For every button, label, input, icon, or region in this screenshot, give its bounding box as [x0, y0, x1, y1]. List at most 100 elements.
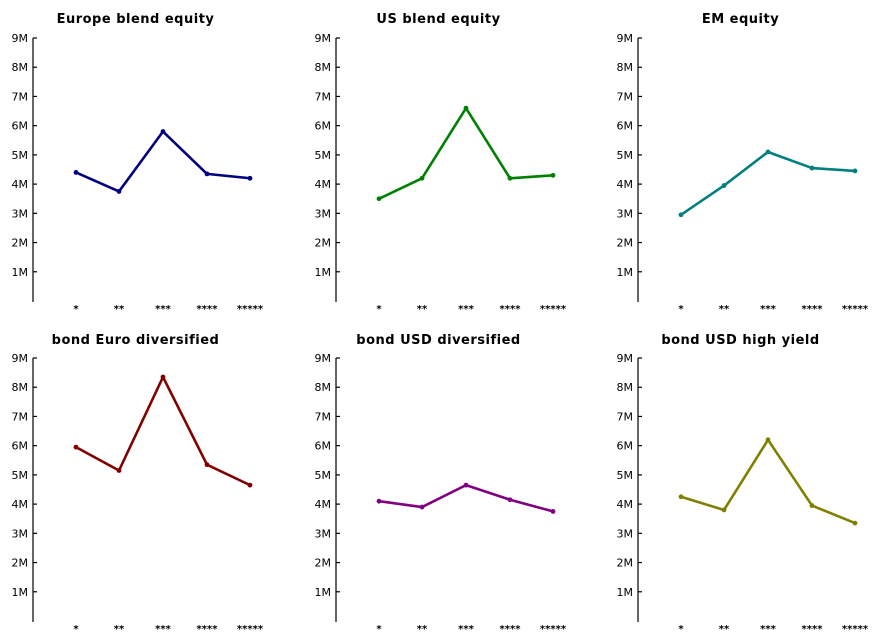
y-tick-label: 6M	[617, 120, 634, 133]
y-tick-label: 8M	[12, 381, 29, 394]
x-tick-label: ***	[458, 624, 474, 632]
y-tick-label: 6M	[617, 440, 634, 453]
data-point	[809, 165, 815, 171]
data-point	[463, 105, 469, 111]
x-tick-label: ***	[458, 304, 474, 315]
y-tick-label: 2M	[12, 557, 29, 570]
panel-title: bond USD diversified	[356, 333, 520, 348]
x-tick-label: ****	[197, 624, 219, 632]
y-tick-label: 8M	[12, 61, 29, 74]
y-tick-label: 9M	[315, 352, 332, 365]
series-line	[680, 150, 856, 216]
y-tick-label: 3M	[12, 207, 29, 220]
chart-panel-4: bond Euro diversified 1M 2M 3M 4M 5M 6M 7M 8M 9M *…	[12, 333, 264, 632]
x-tick-label: **	[417, 304, 428, 315]
data-point	[247, 482, 253, 488]
y-tick-label: 9M	[617, 352, 634, 365]
y-tick-label: 1M	[12, 266, 29, 279]
y-tick-label: 1M	[315, 266, 332, 279]
x-tick-label: *****	[540, 624, 567, 632]
y-tick-label: 7M	[12, 410, 29, 423]
x-tick-label: **	[417, 624, 428, 632]
y-tick-label: 4M	[315, 498, 332, 511]
data-point	[419, 504, 425, 510]
data-point	[809, 503, 815, 508]
x-tick-label: ****	[197, 304, 219, 315]
y-tick-label: 3M	[315, 527, 332, 540]
x-tick-label: ****	[802, 624, 824, 632]
panel-title: EM equity	[702, 12, 779, 27]
panel-title: bond Euro diversified	[52, 333, 220, 348]
y-tick-label: 6M	[315, 120, 332, 133]
y-tick-label: 2M	[617, 557, 634, 570]
y-tick-label: 8M	[617, 381, 634, 394]
data-point	[765, 437, 771, 443]
x-tick-label: **	[719, 304, 730, 315]
data-point	[73, 170, 79, 175]
x-tick-label: **	[114, 304, 125, 315]
y-tick-label: 9M	[12, 32, 29, 45]
data-point	[721, 183, 727, 188]
y-tick-label: 7M	[315, 410, 332, 423]
panel-title: US blend equity	[376, 12, 500, 27]
series-line	[680, 438, 856, 525]
x-tick-label: ***	[155, 304, 171, 315]
data-point	[376, 498, 382, 504]
data-point	[765, 149, 771, 155]
data-point	[678, 212, 684, 218]
y-tick-label: 3M	[12, 527, 29, 540]
y-tick-label: 9M	[12, 352, 29, 365]
series-line	[75, 375, 251, 487]
x-tick-label: *	[678, 304, 684, 315]
data-point	[507, 497, 513, 503]
data-point	[204, 171, 210, 177]
x-tick-label: ***	[155, 624, 171, 632]
y-tick-label: 3M	[617, 207, 634, 220]
y-tick-label: 2M	[12, 237, 29, 250]
y-tick-label: 4M	[617, 498, 634, 511]
x-tick-label: ****	[500, 304, 522, 315]
y-tick-label: 2M	[315, 557, 332, 570]
series-line	[378, 106, 554, 200]
data-point	[376, 196, 382, 202]
y-tick-label: 7M	[617, 410, 634, 423]
y-tick-label: 1M	[12, 586, 29, 599]
y-tick-label: 7M	[12, 90, 29, 103]
y-tick-label: 9M	[617, 32, 634, 45]
y-tick-label: 3M	[315, 207, 332, 220]
panel-title: Europe blend equity	[57, 12, 215, 27]
y-tick-label: 6M	[315, 440, 332, 453]
y-tick-label: 5M	[315, 149, 332, 162]
y-tick-label: 1M	[617, 266, 634, 279]
y-tick-label: 3M	[617, 527, 634, 540]
y-tick-label: 2M	[315, 237, 332, 250]
y-tick-label: 1M	[617, 586, 634, 599]
data-point	[721, 507, 727, 513]
x-tick-label: *****	[540, 304, 567, 315]
y-tick-label: 4M	[617, 178, 634, 191]
y-tick-label: 6M	[12, 440, 29, 453]
x-tick-label: *	[376, 624, 382, 632]
data-point	[852, 168, 858, 174]
data-point	[852, 520, 858, 526]
panel-title: bond USD high yield	[661, 333, 819, 348]
y-tick-label: 2M	[617, 237, 634, 250]
x-tick-label: *	[376, 304, 382, 315]
data-point	[160, 129, 166, 134]
x-tick-label: ***	[760, 624, 776, 632]
y-tick-label: 7M	[315, 90, 332, 103]
x-tick-label: *****	[237, 624, 264, 632]
data-point	[116, 189, 122, 194]
x-tick-label: ****	[500, 624, 522, 632]
x-tick-label: *****	[237, 304, 264, 315]
y-tick-label: 7M	[617, 90, 634, 103]
data-point	[204, 462, 210, 468]
data-point	[463, 482, 469, 488]
x-tick-label: *	[73, 624, 79, 632]
data-point	[247, 175, 253, 181]
series-line	[75, 130, 251, 193]
